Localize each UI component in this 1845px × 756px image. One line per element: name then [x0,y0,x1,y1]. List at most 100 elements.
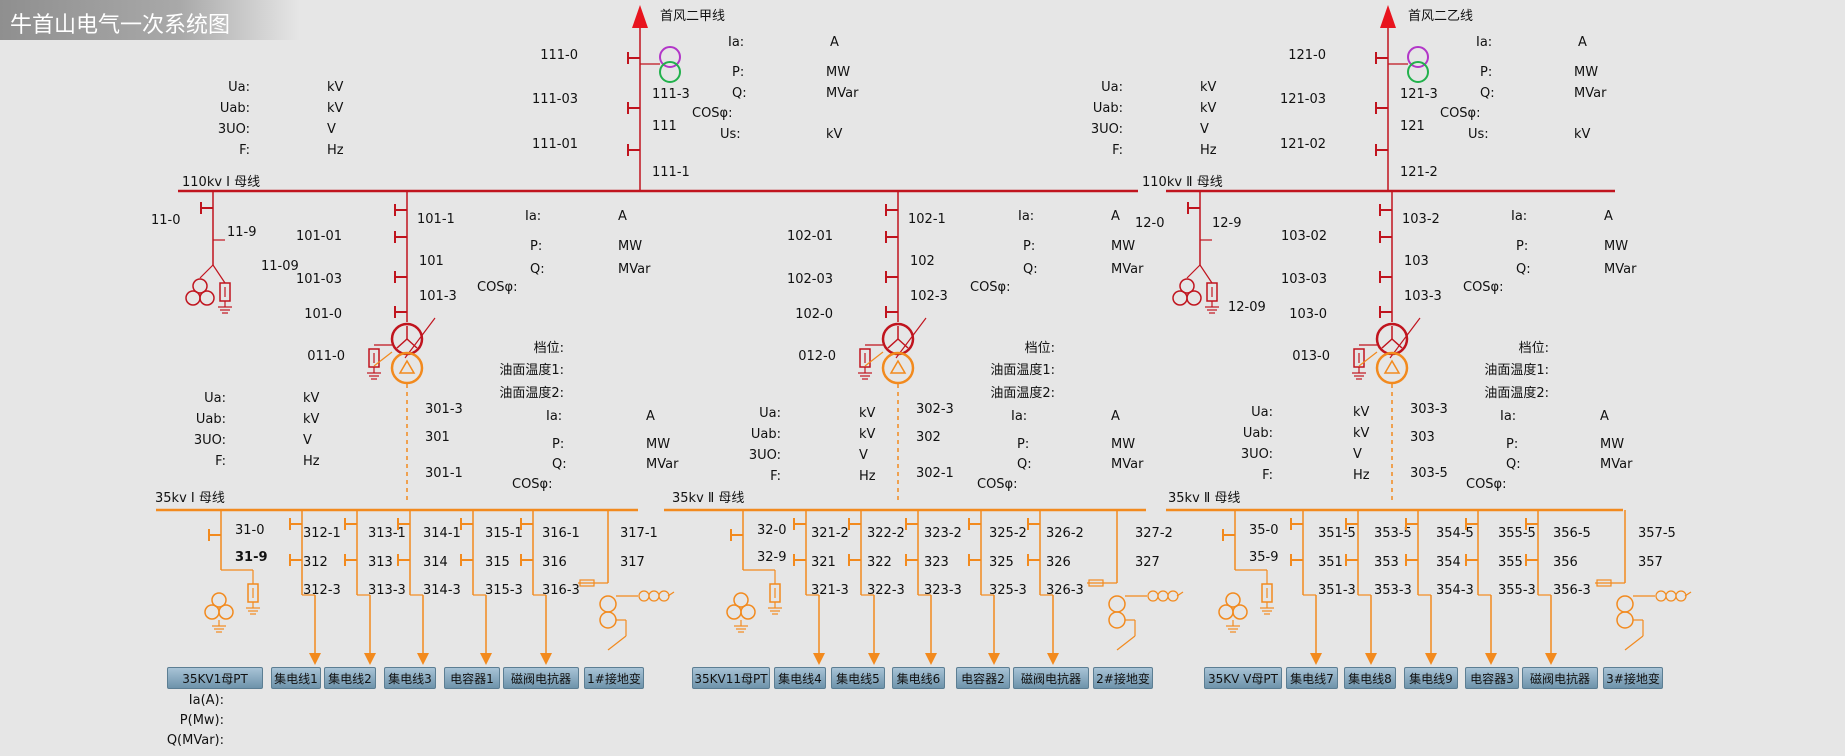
switch-id: 322 [867,555,892,570]
delta-icon [1383,359,1401,374]
switch-id: 111-01 [532,137,578,152]
grounding-transformer-icon [1108,595,1126,613]
meas-unit: kV [1200,101,1217,116]
meas-unit: MVar [618,262,651,277]
switch-id: 103-03 [1281,272,1327,287]
feeder-button[interactable]: 电容器2 [956,667,1010,689]
meas-unit: kV [1353,426,1370,441]
switch-id: 323 [924,555,949,570]
busbar-label: 35kv Ⅱ 母线 [672,491,744,506]
switch-id: 102-3 [910,289,948,304]
switch-id: 322-2 [867,526,905,541]
switch-id: 31-0 [235,523,265,538]
switch-id: 326 [1046,555,1071,570]
pt-winding-icon [199,290,215,306]
feeder-button[interactable]: 电容器1 [444,667,500,689]
meas-unit: Hz [1200,143,1217,158]
meas-label: Ua: [1251,405,1273,420]
feeder-button[interactable]: 磁阀电抗器 [1522,667,1598,689]
meas-unit: MVar [1600,457,1633,472]
meas-label: P: [552,437,564,452]
wire [1199,264,1213,284]
switch-id: 327 [1135,555,1160,570]
meas-unit: MW [1600,437,1624,452]
meas-label: F: [770,469,781,484]
switch-id: 121 [1400,119,1425,134]
switch-id: 326-3 [1046,583,1084,598]
switch-id: 102 [910,254,935,269]
switch-id: 102-01 [787,229,833,244]
meas-label: COSφ: [512,477,553,492]
switch-id: 35-9 [1249,550,1279,565]
feeder-button[interactable]: 3#接地变 [1603,667,1663,689]
meas-unit: A [830,35,839,50]
meas-unit: MW [1604,239,1628,254]
feeder-button[interactable]: 集电线7 [1286,667,1338,689]
switch-id: 356 [1553,555,1578,570]
incoming-line-name: 首风二甲线 [660,9,725,24]
title-bar: 牛首山电气一次系统图 [0,0,300,40]
wire [373,351,393,367]
feeder-button[interactable]: 集电线4 [774,667,826,689]
switch-id: 103-0 [1289,307,1327,322]
meas-unit: MVar [1111,262,1144,277]
meas-unit: MW [1574,65,1598,80]
delta-icon [398,359,416,374]
meas-unit: A [1111,409,1120,424]
meas-label: P: [1023,239,1035,254]
resistor-icon [638,590,650,602]
switch-id: 353-3 [1374,583,1412,598]
feeder-button[interactable]: 35KV1母PT [167,667,263,689]
feeder-button[interactable]: 集电线8 [1344,667,1396,689]
meas-label: Ua: [204,391,226,406]
switch-id: 313-1 [368,526,406,541]
meas-label: F: [239,143,250,158]
resistor-icon [1167,590,1179,602]
feeder-button[interactable]: 35KV11母PT [692,667,770,689]
feeder-button[interactable]: 磁阀电抗器 [503,667,579,689]
feeder-button[interactable]: 1#接地变 [584,667,644,689]
meas-unit: A [1111,209,1120,224]
meas-unit: MW [618,239,642,254]
wire [199,264,214,279]
temp-label: 油面温度2: [499,385,564,401]
meas-unit: MW [826,65,850,80]
meas-label: Ia: [728,35,744,50]
switch-id: 351-5 [1318,526,1356,541]
meas-unit: A [1600,409,1609,424]
wye-icon [887,338,899,349]
meas-unit: Hz [327,143,344,158]
feeder-button[interactable]: 集电线5 [831,667,885,689]
switch-id: 302 [916,430,941,445]
load-arrow-icon [480,653,492,665]
line-pt-icon [1407,46,1429,68]
feeder-button[interactable]: 集电线1 [271,667,321,689]
load-arrow-icon [1545,653,1557,665]
wire [607,635,627,651]
switch-id: 102-0 [795,307,833,322]
meas-label: COSφ: [1466,477,1507,492]
feeder-button[interactable]: 35KV Ⅴ母PT [1204,667,1282,689]
switch-id: 314-1 [423,526,461,541]
pt-winding-icon [733,592,749,608]
meas-unit: MVar [826,86,859,101]
switch-id: 357 [1638,555,1663,570]
feeder-button[interactable]: 集电线9 [1404,667,1458,689]
switch-id: 11-09 [261,259,299,274]
feeder-button[interactable]: 电容器3 [1465,667,1519,689]
meas-label: Ua: [759,406,781,421]
meas-label: 3UO: [1241,447,1273,462]
meas-unit: kV [303,412,320,427]
meas-unit: A [618,209,627,224]
meas-label: 3UO: [749,448,781,463]
feeder-button[interactable]: 磁阀电抗器 [1013,667,1089,689]
feeder-button[interactable]: 集电线2 [324,667,376,689]
feeder-button[interactable]: 集电线6 [892,667,945,689]
feeder-button[interactable]: 2#接地变 [1093,667,1153,689]
tap-changer-arrow-icon [1389,317,1421,359]
feeder-button[interactable]: 集电线3 [384,667,436,689]
meas-label: COSφ: [1463,280,1504,295]
pt-winding-icon [1179,278,1195,294]
load-arrow-icon [1310,653,1322,665]
temp-label: 油面温度1: [1484,362,1549,378]
